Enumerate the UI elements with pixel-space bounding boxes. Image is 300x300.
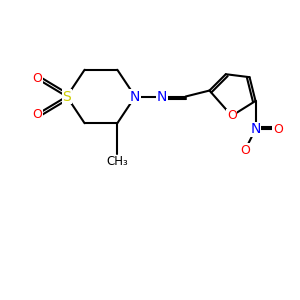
Text: N: N bbox=[157, 89, 167, 103]
Text: O: O bbox=[227, 109, 237, 122]
Text: O: O bbox=[32, 72, 42, 85]
Text: N: N bbox=[130, 89, 140, 103]
Text: CH₃: CH₃ bbox=[106, 155, 128, 168]
Text: O: O bbox=[32, 108, 42, 121]
Text: O: O bbox=[273, 123, 283, 136]
Text: O: O bbox=[240, 143, 250, 157]
Text: N: N bbox=[250, 122, 261, 136]
Text: S: S bbox=[62, 89, 71, 103]
